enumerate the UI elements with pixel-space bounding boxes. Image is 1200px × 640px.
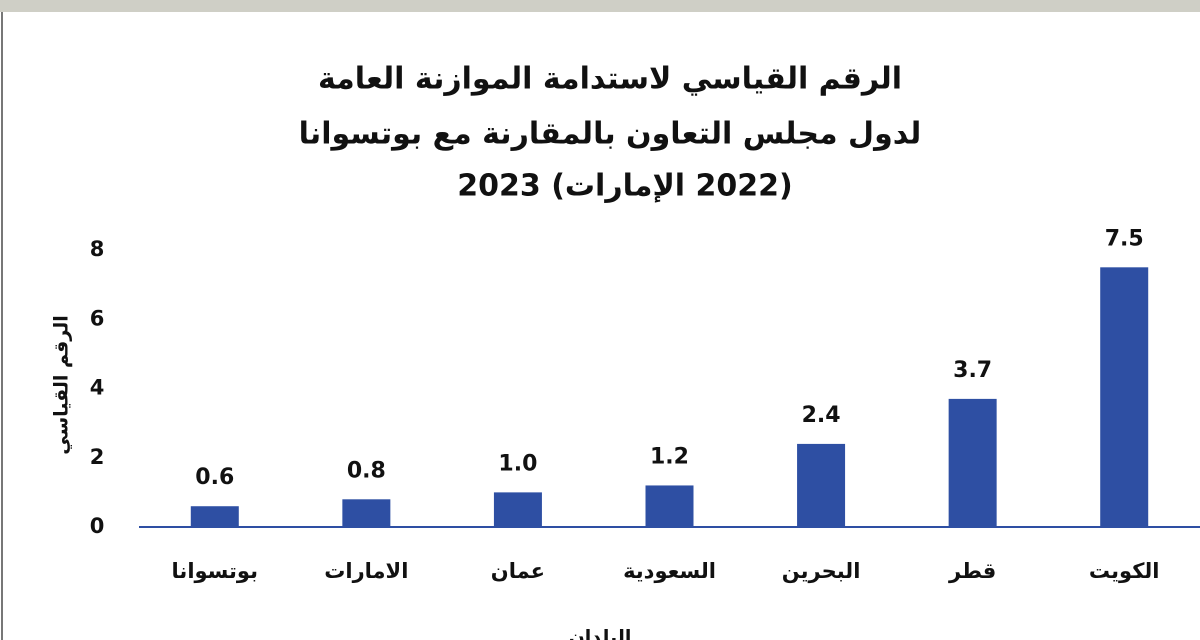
bar: [645, 485, 694, 527]
value-label: 7.5: [1105, 226, 1144, 251]
chart-title: (2022 الإمارات) 2023: [457, 169, 792, 204]
value-label: 1.2: [650, 444, 689, 469]
y-axis-label: الرقم القياسي: [51, 315, 73, 455]
x-axis-label: البلدان: [569, 627, 632, 640]
value-label: 2.4: [802, 403, 841, 428]
y-tick-label: 8: [90, 237, 105, 261]
y-tick-label: 0: [90, 514, 105, 538]
y-tick-label: 4: [90, 376, 105, 400]
y-tick-label: 6: [90, 306, 105, 330]
x-tick-label: الكويت: [1089, 559, 1160, 583]
value-label: 0.6: [195, 465, 234, 490]
bar: [1100, 267, 1149, 527]
bar: [190, 506, 239, 527]
bar: [493, 492, 542, 527]
value-label: 1.0: [498, 451, 537, 476]
bar: [342, 499, 391, 527]
bar: [797, 443, 846, 527]
x-tick-label: بوتسوانا: [172, 559, 258, 583]
x-tick-label: عمان: [491, 559, 545, 583]
value-label: 0.8: [347, 458, 386, 483]
value-label: 3.7: [953, 358, 992, 383]
chart-title: الرقم القياسي لاستدامة الموازنة العامة: [318, 62, 902, 97]
x-tick-label: البحرين: [782, 559, 861, 583]
bar: [948, 398, 997, 527]
x-tick-label: الامارات: [324, 559, 408, 583]
top-strip: [0, 0, 1200, 12]
x-tick-label: السعودية: [623, 559, 716, 583]
chart-title: لدول مجلس التعاون بالمقارنة مع بوتسوانا: [299, 117, 922, 152]
x-tick-label: قطر: [948, 559, 996, 583]
y-tick-label: 2: [90, 445, 105, 469]
